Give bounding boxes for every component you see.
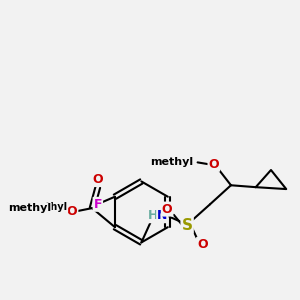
Text: N: N [157,209,167,222]
Text: O: O [67,206,77,218]
Text: O: O [162,202,172,216]
Text: S: S [182,218,193,233]
Text: O: O [92,173,103,186]
Text: methyl: methyl [150,158,193,167]
Text: O: O [197,238,208,251]
Text: methyl: methyl [29,202,67,212]
Text: O: O [208,158,219,171]
Text: methyl: methyl [48,207,53,208]
Text: F: F [94,198,102,211]
Text: methyl: methyl [8,203,51,213]
Text: H: H [148,209,158,222]
